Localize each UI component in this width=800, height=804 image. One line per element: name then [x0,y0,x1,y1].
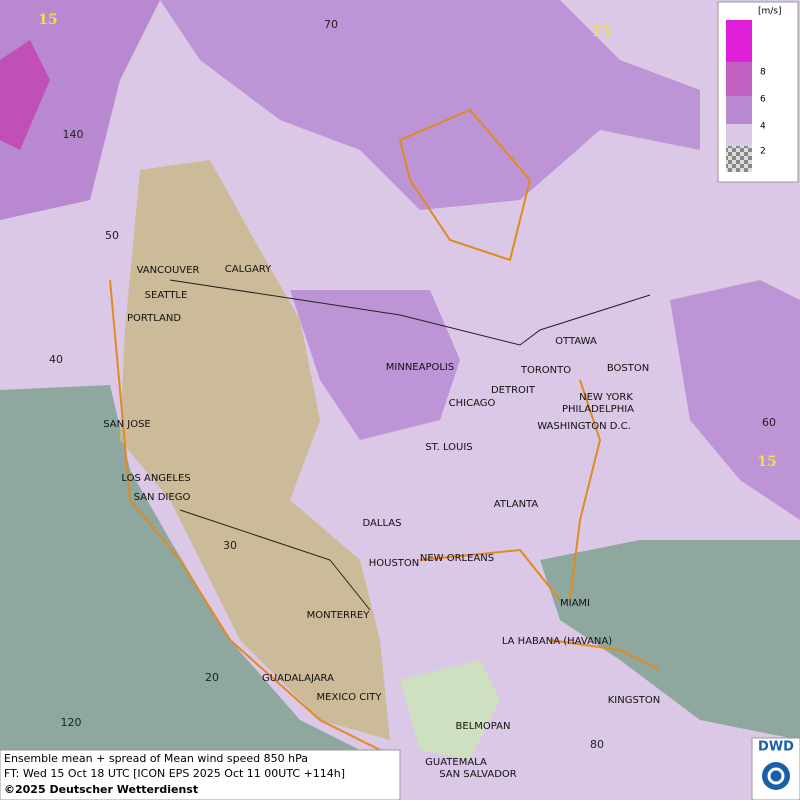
contour-label: 15 [38,12,57,28]
city-label: PHILADELPHIA [562,404,634,415]
city-label: MEXICO CITY [317,692,383,703]
city-label: OTTAWA [555,336,597,347]
city-label: NEW YORK [579,392,633,403]
city-label: SAN JOSE [103,419,151,430]
wind-area [290,290,460,440]
city-label: MINNEAPOLIS [386,362,454,373]
city-label: GUADALAJARA [262,673,334,684]
graticule-label: 30 [223,539,237,552]
graticule-label: 70 [324,18,338,31]
city-label: ST. LOUIS [425,442,472,453]
footer-text: Ensemble mean + spread of Mean wind spee… [4,752,308,765]
city-label: DALLAS [363,518,402,529]
city-label: BELMOPAN [456,721,511,732]
terrain [120,160,390,740]
footer-text: FT: Wed 15 Oct 18 UTC [ICON EPS 2025 Oct… [4,767,345,780]
city-label: GUATEMALA [425,757,487,768]
legend-swatch [726,146,752,172]
city-label: SAN SALVADOR [439,769,516,780]
contour-label: 15 [591,24,610,40]
graticule-label: 60 [762,416,776,429]
footer [0,749,401,801]
wind-area [0,40,50,150]
border [169,279,651,611]
legend-label: 4 [760,122,766,132]
logo-icon [767,767,785,785]
contour-label: 15 [757,454,776,470]
city-label: DETROIT [491,385,536,396]
city-label: SAN DIEGO [134,492,191,503]
city-label: NEW ORLEANS [420,553,494,564]
city-label: CHICAGO [449,398,496,409]
city-label: PORTLAND [127,313,181,324]
city-label: LA HABANA (HAVANA) [502,636,612,647]
wind-area [670,280,800,520]
logo-icon [762,762,790,790]
legend-swatch [726,124,752,146]
city-label: ATLANTA [494,499,539,510]
graticule-label: 40 [49,353,63,366]
city-label: KINGSTON [608,695,661,706]
graticule-label: 20 [205,671,219,684]
coastline [109,108,661,751]
city-label: TORONTO [520,365,571,376]
legend-swatch [726,62,752,96]
city-label: HOUSTON [369,558,420,569]
wind-area [0,0,160,220]
legend-label: 2 [760,147,766,157]
legend-label: 6 [760,95,766,105]
footer-text: ©2025 Deutscher Wetterdienst [4,783,198,796]
city-label: MIAMI [560,598,590,609]
legend-swatch [726,20,752,62]
city-label: SEATTLE [145,290,188,301]
wind-area [160,0,700,210]
terrain [400,660,500,760]
legend-swatch [726,96,752,124]
graticule-label: 120 [61,716,82,729]
legend-label: 8 [760,68,766,78]
city-label: CALGARY [225,264,272,275]
graticule-label: 140 [63,128,84,141]
city-label: BOSTON [607,363,649,374]
logo-text: DWD [758,740,794,755]
city-label: WASHINGTON D.C. [537,421,631,432]
graticule-label: 80 [590,738,604,751]
legend-unit: [m/s] [758,7,782,17]
city-label: VANCOUVER [137,265,200,276]
city-label: LOS ANGELES [121,473,190,484]
graticule-label: 50 [105,229,119,242]
ocean [540,540,800,740]
city-label: MONTERREY [307,610,371,621]
